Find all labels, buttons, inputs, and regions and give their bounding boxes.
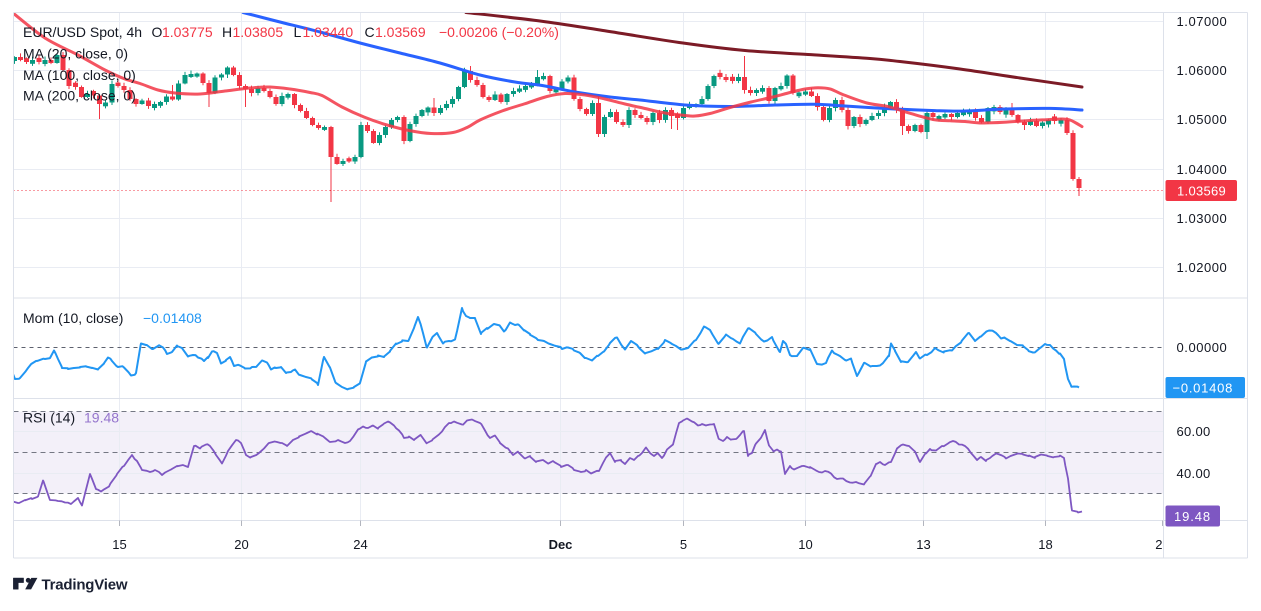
- svg-text:Mom (10, close)−0.01408: Mom (10, close) −0.01408: [23, 310, 202, 326]
- svg-text:1.07000: 1.07000: [1177, 14, 1228, 29]
- svg-text:MA (200, close, 0): MA (200, close, 0): [23, 88, 136, 104]
- svg-text:18: 18: [1038, 537, 1052, 552]
- svg-text:13: 13: [916, 537, 930, 552]
- svg-text:RSI (14)19.48: RSI (14) 19.48: [23, 410, 119, 426]
- svg-text:1.03569: 1.03569: [1177, 184, 1226, 199]
- svg-text:40.00: 40.00: [1177, 466, 1211, 481]
- svg-text:MA (100, close, 0): MA (100, close, 0): [23, 67, 136, 83]
- svg-text:1.06000: 1.06000: [1177, 63, 1228, 78]
- svg-text:19.48: 19.48: [1174, 509, 1211, 524]
- svg-text:20: 20: [234, 537, 248, 552]
- svg-text:5: 5: [680, 537, 687, 552]
- svg-text:1.05000: 1.05000: [1177, 112, 1228, 127]
- svg-text:MA (20, close, 0): MA (20, close, 0): [23, 46, 128, 62]
- svg-text:15: 15: [112, 537, 126, 552]
- svg-text:Dec: Dec: [549, 537, 573, 552]
- svg-text:TradingView: TradingView: [42, 577, 128, 594]
- svg-text:10: 10: [798, 537, 812, 552]
- svg-text:60.00: 60.00: [1177, 424, 1211, 439]
- svg-text:1.02000: 1.02000: [1177, 260, 1228, 275]
- svg-text:24: 24: [353, 537, 367, 552]
- svg-text:−0.01408: −0.01408: [1173, 381, 1234, 396]
- svg-text:21: 21: [1155, 537, 1169, 552]
- svg-text:0.00000: 0.00000: [1177, 340, 1228, 355]
- svg-text:1.04000: 1.04000: [1177, 162, 1228, 177]
- svg-text:1.03000: 1.03000: [1177, 211, 1228, 226]
